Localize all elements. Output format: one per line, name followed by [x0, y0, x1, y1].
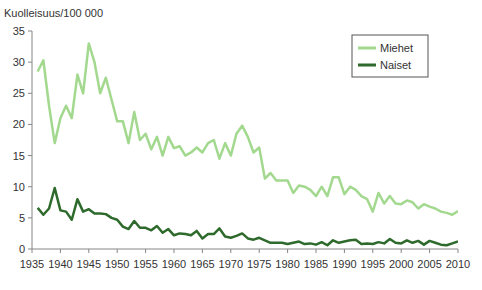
x-tick — [458, 249, 459, 253]
x-tick-label: 1940 — [48, 258, 72, 270]
y-tick-label: 10 — [13, 181, 25, 193]
x-tick — [202, 249, 203, 253]
legend-box — [352, 35, 428, 77]
y-axis — [32, 31, 33, 249]
x-tick-label: 1990 — [332, 258, 356, 270]
x-tick — [344, 249, 345, 253]
y-tick-label: 20 — [13, 118, 25, 130]
y-tick — [28, 124, 32, 125]
x-tick-label: 1975 — [247, 258, 271, 270]
x-tick-label: 1965 — [190, 258, 214, 270]
x-tick-label: 2000 — [389, 258, 413, 270]
x-tick — [60, 249, 61, 253]
x-tick-label: 1985 — [304, 258, 328, 270]
y-tick — [28, 31, 32, 32]
x-tick — [259, 249, 260, 253]
x-tick-label: 1980 — [275, 258, 299, 270]
y-axis-label: Kuolleisuus/100 000 — [4, 7, 103, 19]
chart: Kuolleisuus/100 000 0 5 10 15 20 25 30 35 1935 194… — [0, 0, 482, 290]
x-tick — [117, 249, 118, 253]
y-tick — [28, 93, 32, 94]
x-tick-label: 1935 — [20, 258, 44, 270]
y-tick — [28, 186, 32, 187]
y-tick-label: 25 — [13, 87, 25, 99]
x-tick-label: 2005 — [417, 258, 441, 270]
x-tick-label: 1950 — [105, 258, 129, 270]
x-tick-label: 1945 — [77, 258, 101, 270]
x-tick — [230, 249, 231, 253]
x-tick-label: 1995 — [361, 258, 385, 270]
legend-swatch — [358, 47, 376, 50]
x-tick-label: 1955 — [133, 258, 157, 270]
x-tick — [174, 249, 175, 253]
x-tick — [429, 249, 430, 253]
legend-label: Naiset — [380, 59, 411, 71]
y-tick — [28, 249, 32, 250]
y-tick-label: 15 — [13, 150, 25, 162]
y-tick — [28, 62, 32, 63]
y-tick-label: 0 — [19, 243, 25, 255]
x-axis — [32, 249, 458, 250]
x-tick — [401, 249, 402, 253]
x-tick — [145, 249, 146, 253]
legend-label: Miehet — [380, 42, 413, 54]
y-tick-label: 30 — [13, 56, 25, 68]
x-tick — [372, 249, 373, 253]
x-tick — [88, 249, 89, 253]
legend: Miehet Naiset — [352, 35, 428, 77]
y-tick — [28, 155, 32, 156]
x-tick — [32, 249, 33, 253]
x-tick-label: 1970 — [219, 258, 243, 270]
x-tick — [287, 249, 288, 253]
y-tick — [28, 217, 32, 218]
x-tick — [316, 249, 317, 253]
series-line — [38, 188, 458, 245]
series-line — [38, 43, 458, 214]
legend-swatch — [358, 64, 376, 67]
y-tick-label: 35 — [13, 25, 25, 37]
x-tick-label: 1960 — [162, 258, 186, 270]
y-tick-label: 5 — [19, 212, 25, 224]
x-tick-label: 2010 — [446, 258, 470, 270]
